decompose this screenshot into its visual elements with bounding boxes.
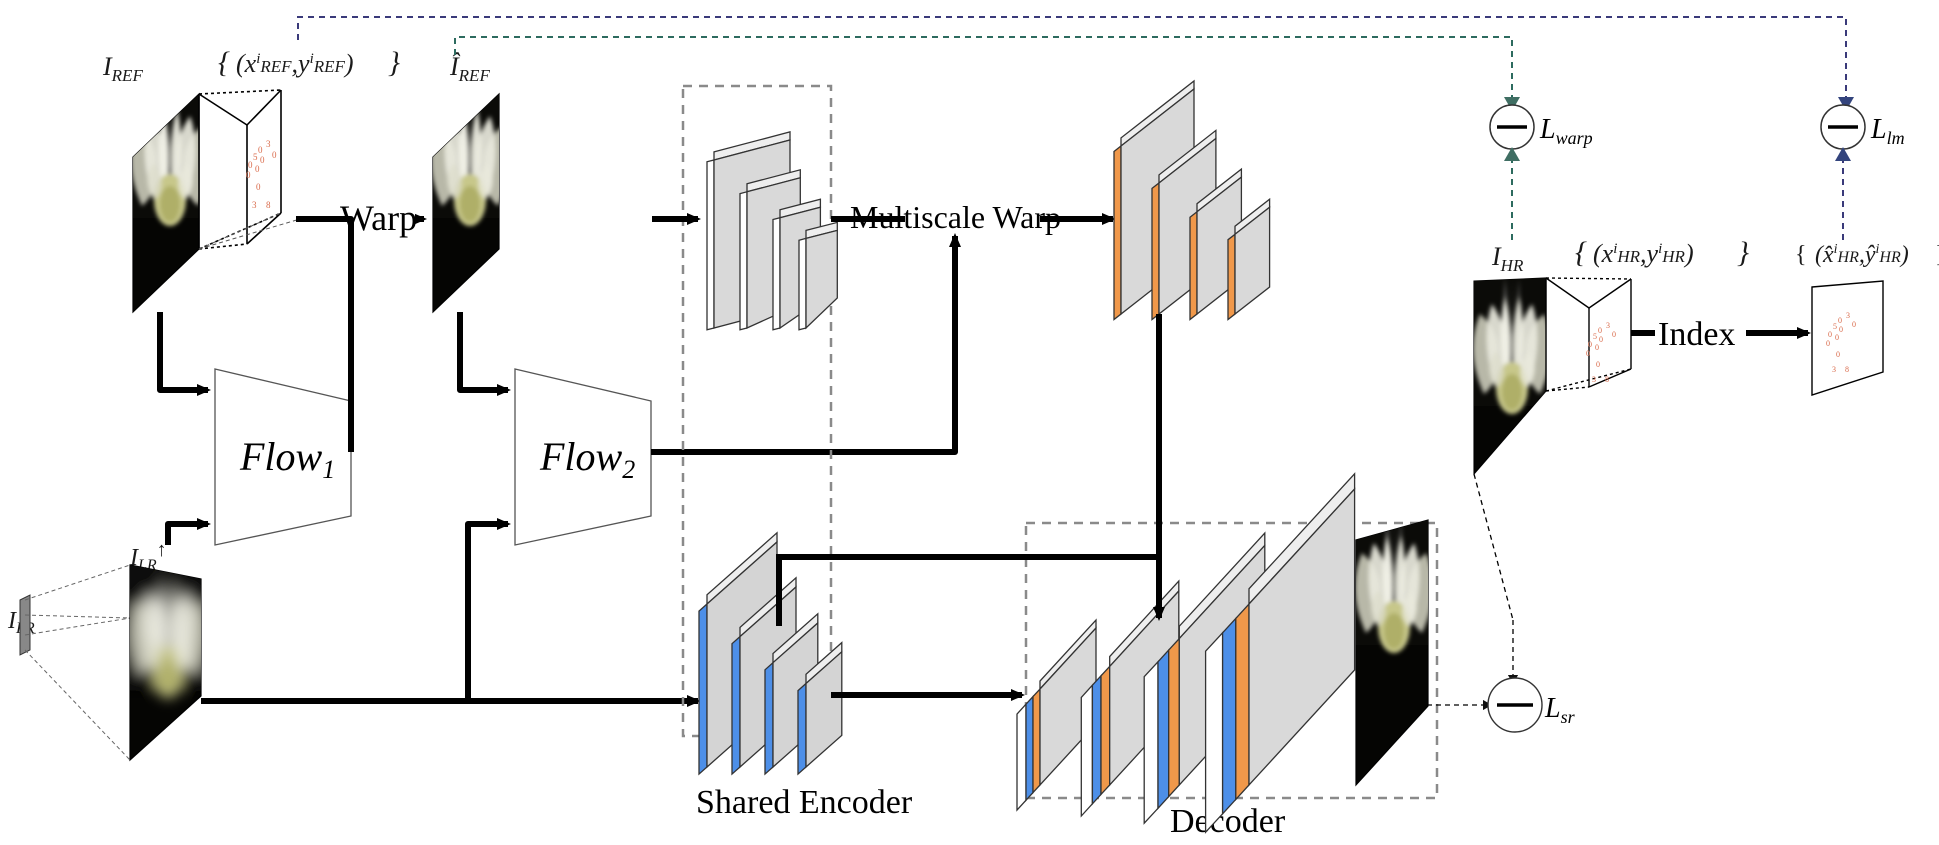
svg-text:Index: Index (1658, 316, 1735, 353)
svg-text:0: 0 (1595, 343, 1599, 352)
svg-text:0: 0 (1588, 340, 1592, 349)
svg-text:0: 0 (260, 155, 265, 165)
svg-text:0: 0 (1828, 330, 1832, 339)
svg-text:Flow1: Flow1 (239, 434, 335, 484)
svg-text:0: 0 (1826, 339, 1830, 348)
svg-text:0: 0 (1838, 316, 1842, 325)
svg-text:8: 8 (1845, 365, 1849, 374)
svg-text:}: } (1737, 236, 1749, 269)
svg-text:8: 8 (1605, 375, 1609, 384)
svg-text:3: 3 (1606, 321, 1610, 330)
svg-text:8: 8 (266, 200, 271, 210)
svg-text:0: 0 (1586, 349, 1590, 358)
svg-text:Shared Encoder: Shared Encoder (696, 784, 913, 821)
svg-text:3: 3 (1846, 311, 1850, 320)
svg-text:Multiscale Warp: Multiscale Warp (850, 199, 1061, 235)
svg-text:0: 0 (1599, 335, 1603, 344)
svg-text:}: } (1935, 242, 1939, 268)
svg-text:0: 0 (1852, 320, 1856, 329)
svg-text:Flow2: Flow2 (539, 434, 635, 484)
svg-text:{: { (1795, 242, 1807, 268)
svg-text:0: 0 (1835, 333, 1839, 342)
svg-text:3: 3 (266, 139, 271, 149)
svg-text:5: 5 (253, 152, 258, 162)
svg-text:3: 3 (1832, 365, 1836, 374)
svg-text:0: 0 (248, 160, 253, 170)
svg-text:0: 0 (1836, 350, 1840, 359)
svg-text:{: { (218, 46, 230, 79)
svg-text:0: 0 (256, 182, 261, 192)
svg-text:0: 0 (246, 170, 251, 180)
svg-text:}: } (388, 46, 400, 79)
svg-text:3: 3 (252, 200, 257, 210)
svg-text:5: 5 (1593, 332, 1597, 341)
svg-text:0: 0 (272, 150, 277, 160)
svg-text:0: 0 (1596, 360, 1600, 369)
svg-text:0: 0 (1598, 326, 1602, 335)
svg-text:0: 0 (1612, 330, 1616, 339)
svg-text:0: 0 (1839, 325, 1843, 334)
svg-text:5: 5 (1833, 322, 1837, 331)
svg-text:{: { (1575, 236, 1587, 269)
svg-text:3: 3 (1592, 375, 1596, 384)
svg-text:0: 0 (255, 164, 260, 174)
svg-text:0: 0 (258, 145, 263, 155)
